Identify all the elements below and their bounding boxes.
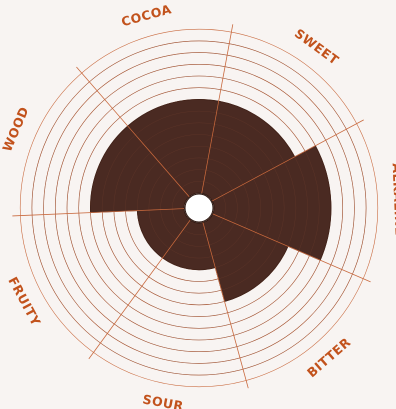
axis-spoke <box>76 66 190 197</box>
sector-ring-overlay <box>55 64 343 352</box>
center-circle <box>184 193 214 223</box>
label-fruity: FRUITY <box>5 274 44 329</box>
axis-spoke <box>202 222 249 389</box>
sector-ring-overlay <box>31 40 367 376</box>
sector-ring-overlay <box>125 134 273 282</box>
sector-ring-overlay <box>172 181 226 235</box>
label-cocoa: COCOA <box>120 1 174 29</box>
grid-ring <box>19 28 379 388</box>
sector-ring-overlay <box>66 75 332 341</box>
center-hole <box>184 193 214 223</box>
axis-spoke <box>88 219 191 360</box>
axis-spoke <box>212 119 364 202</box>
label-sweet: SWEET <box>292 26 342 68</box>
label-alkaline: ALKALINE <box>390 163 396 236</box>
sector-ring-overlay <box>43 52 355 364</box>
sector-ring-overlay <box>90 99 308 317</box>
sector-ring-overlay <box>101 110 297 306</box>
axis-spoke <box>12 208 185 217</box>
sector-ring-overlay <box>113 122 285 294</box>
label-sour: SOUR <box>141 391 184 409</box>
axis-spokes <box>12 24 371 389</box>
axis-spoke <box>201 24 234 194</box>
sector-ring-overlay <box>148 157 250 259</box>
sector-ring-overlay <box>78 87 320 329</box>
sector-ring-overlay <box>160 169 238 247</box>
sector-ring-overlay <box>136 145 262 271</box>
label-bitter: BITTER <box>304 334 354 380</box>
data-sectors <box>31 40 367 376</box>
label-wood: WOOD <box>0 104 32 153</box>
axis-spoke <box>212 213 371 283</box>
